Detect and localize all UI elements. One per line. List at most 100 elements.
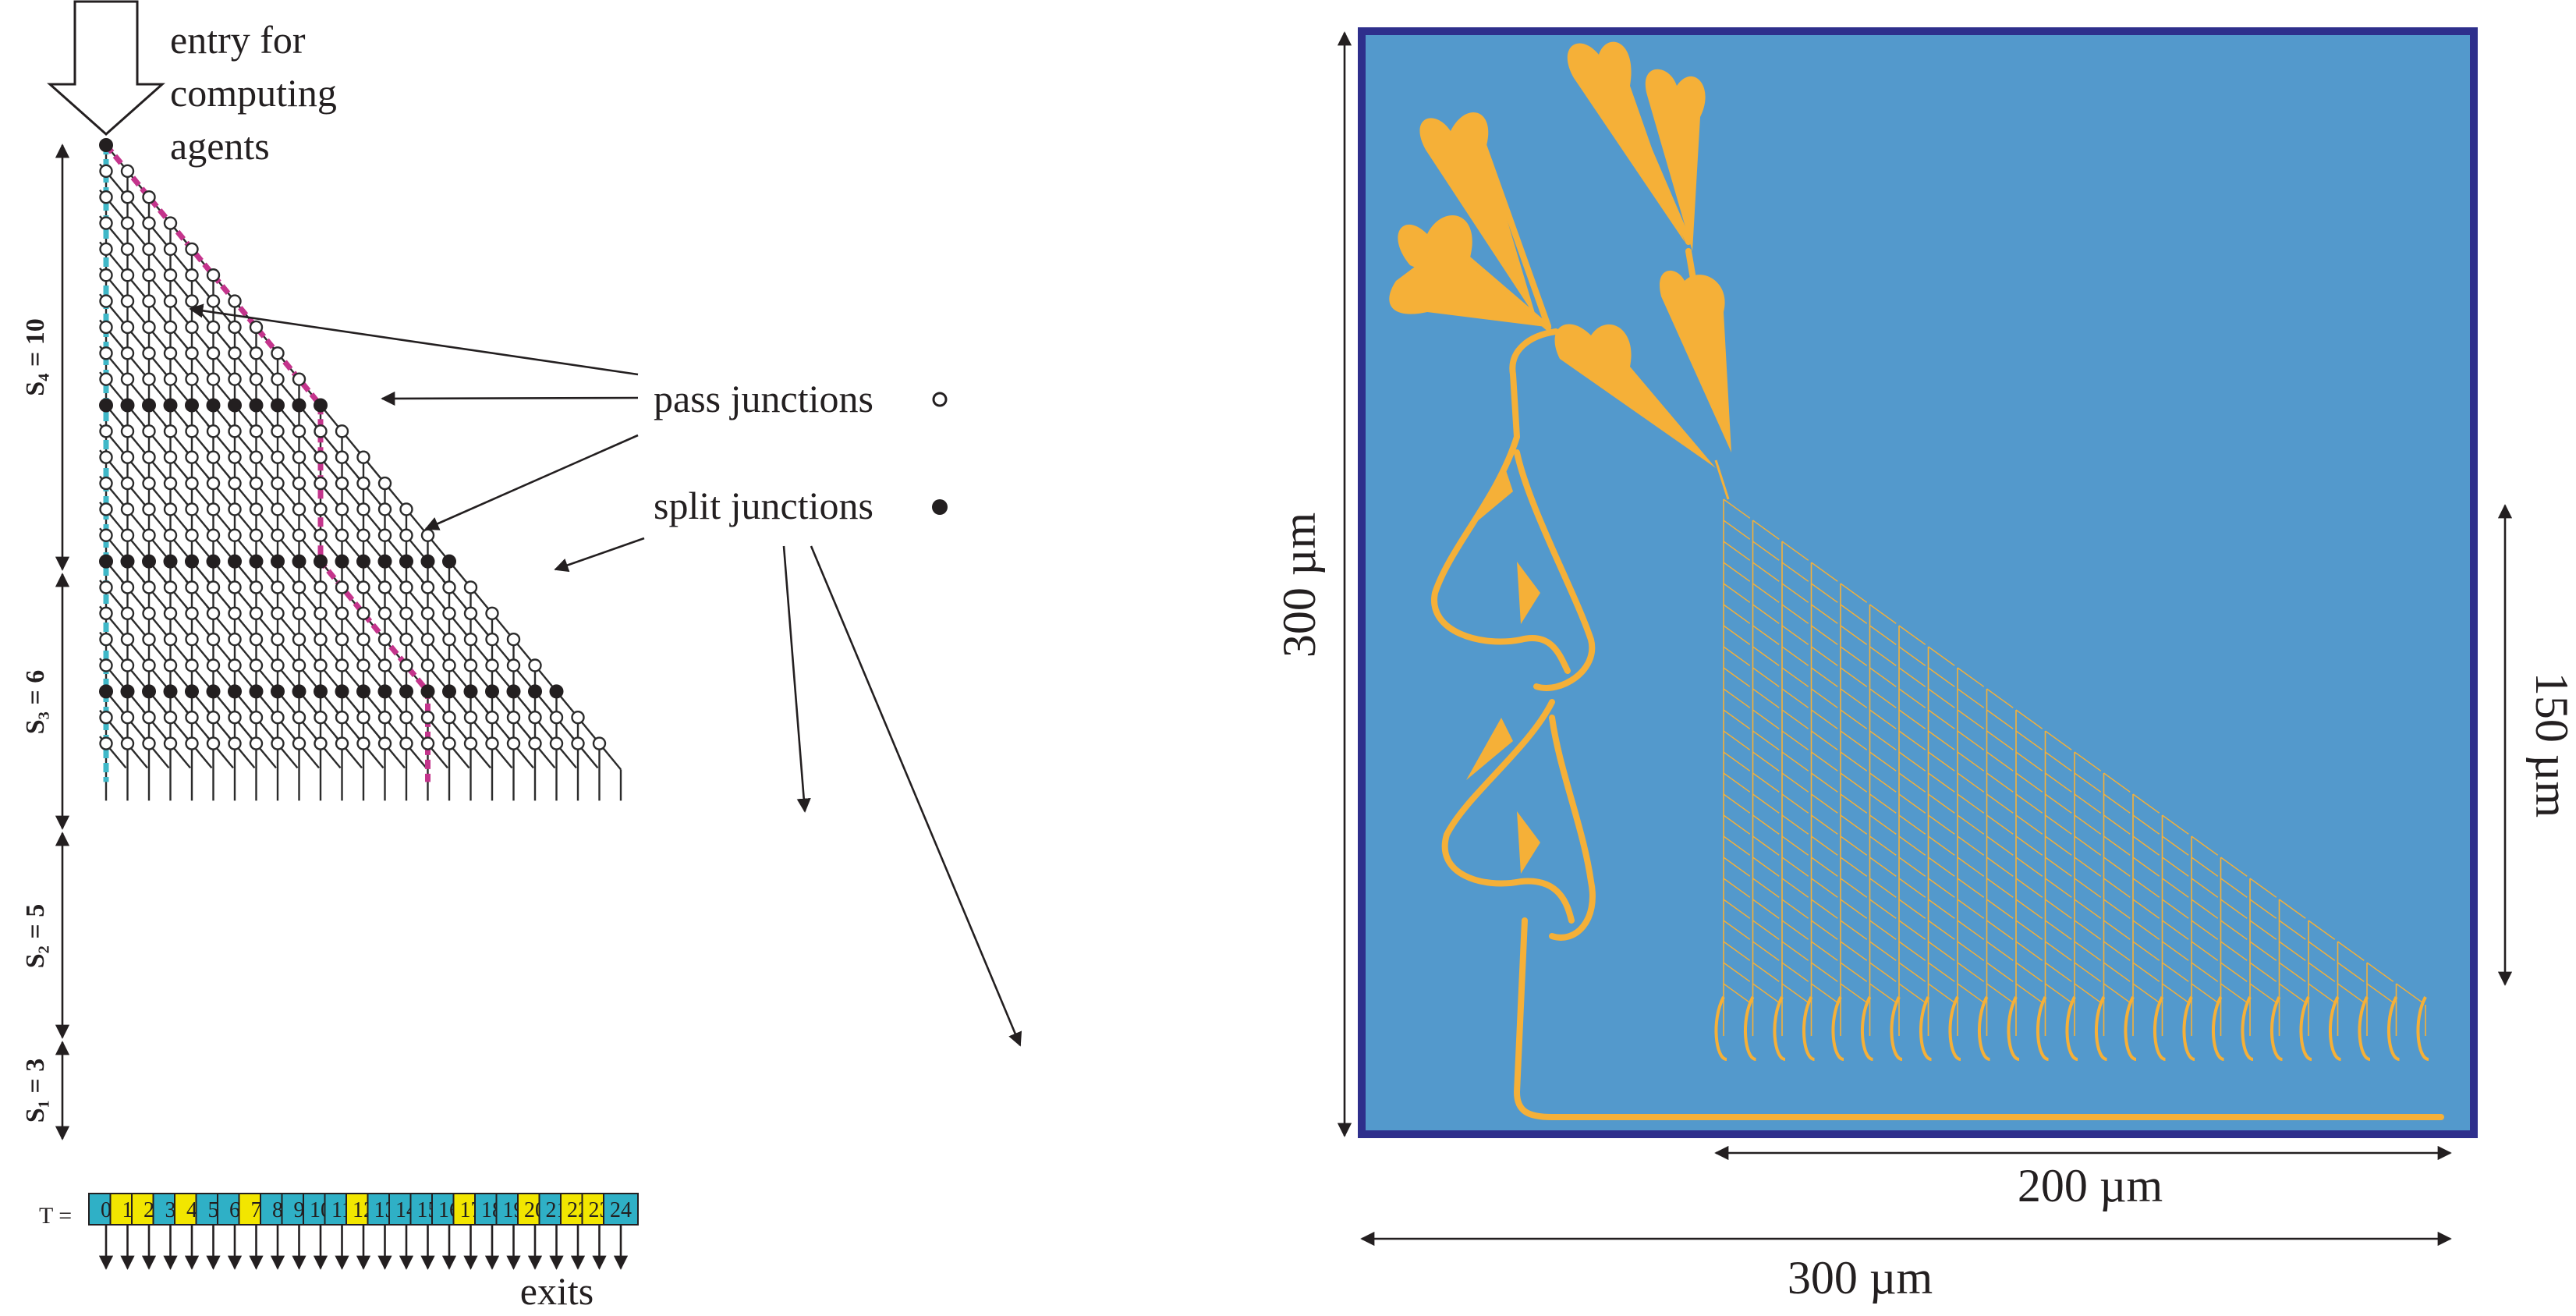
- chip-diagonal-channel: [1781, 541, 1809, 561]
- chip-diagonal-channel: [1781, 709, 1809, 729]
- chip-diagonal-channel: [2103, 983, 2131, 1003]
- pass-junction: [185, 450, 199, 464]
- pass-junction: [271, 658, 285, 672]
- chip-diagonal-channel: [2045, 962, 2072, 982]
- pass-junction: [120, 476, 135, 491]
- pass-junction: [314, 502, 328, 516]
- chip-diagonal-channel: [2220, 857, 2248, 877]
- pass-junction: [377, 528, 392, 542]
- pass-junction: [249, 320, 264, 335]
- pass-junction: [314, 450, 328, 464]
- chip-diagonal-channel: [2191, 835, 2219, 856]
- pass-junction: [163, 268, 178, 282]
- pass-junction: [271, 711, 285, 725]
- chip-diagonal-channel: [2103, 857, 2131, 877]
- pass-junction: [442, 580, 456, 594]
- chip-diagonal-channel: [1781, 941, 1809, 961]
- split-junction: [163, 554, 178, 569]
- split-junction-legend-icon: [932, 499, 948, 515]
- chip-diagonal-channel: [1957, 688, 1985, 708]
- chip-diagonal-channel: [2220, 899, 2248, 919]
- pass-junction: [99, 736, 113, 750]
- chip-diagonal-channel: [2279, 962, 2306, 982]
- chip-diagonal-channel: [1811, 667, 1838, 687]
- pass-junction: [228, 580, 242, 594]
- pass-junction: [249, 580, 264, 594]
- pass-junction: [314, 580, 328, 594]
- pass-junction: [206, 424, 221, 438]
- chip-exit-loop: [1919, 996, 1933, 1061]
- chip-diagonal-channel: [1723, 709, 1751, 729]
- pass-junction: [271, 450, 285, 464]
- pass-junction: [206, 606, 221, 620]
- split-junction: [185, 684, 199, 699]
- chip-diagonal-channel: [2396, 983, 2423, 1003]
- chip-diagonal-channel: [2191, 920, 2219, 940]
- chip-diagonal-channel: [2162, 941, 2189, 961]
- pass-junction: [185, 736, 199, 750]
- pass-junction: [335, 632, 349, 647]
- pass-junction: [356, 632, 370, 647]
- pass-junction: [99, 320, 113, 335]
- pass-junction: [142, 372, 156, 386]
- pass-junction: [99, 268, 113, 282]
- chip-diagonal-channel: [1781, 625, 1809, 645]
- chip-diagonal-channel: [2074, 941, 2102, 961]
- chip-diagonal-channel: [1898, 793, 1926, 814]
- split-junction: [228, 684, 242, 699]
- chip-exit-loop: [2065, 996, 2078, 1061]
- chip-diagonal-channel: [1840, 709, 1868, 729]
- chip-exit-loop: [1773, 996, 1786, 1061]
- chip-diagonal-channel: [2162, 962, 2189, 982]
- chip-diagonal-channel: [2366, 983, 2394, 1003]
- entry-label-line2: computing: [170, 71, 337, 115]
- chip-diagonal-channel: [1957, 899, 1985, 919]
- pass-junction: [99, 632, 113, 647]
- pass-junction: [356, 476, 370, 491]
- pass-junction: [228, 294, 242, 308]
- pass-junction: [228, 606, 242, 620]
- chip-diagonal-channel: [1811, 941, 1838, 961]
- chip-diagonal-channel: [1752, 541, 1780, 561]
- chip-diagonal-channel: [1928, 730, 1955, 750]
- pass-junction: [420, 658, 435, 672]
- chip-diagonal-channel: [1811, 920, 1838, 940]
- chip-diagonal-channel: [2191, 941, 2219, 961]
- chip-layout: 300 µm 150 µm 200 µm 300 µm: [1274, 27, 2576, 1304]
- funnel-lobe-1: [1419, 112, 1536, 318]
- pass-junction: [399, 711, 413, 725]
- pass-junction: [142, 424, 156, 438]
- pass-junction: [163, 658, 178, 672]
- pass-junction: [185, 580, 199, 594]
- chip-diagonal-channel: [1869, 688, 1897, 708]
- chip-diagonal-channel: [1840, 688, 1868, 708]
- chip-diagonal-channel: [2337, 983, 2365, 1003]
- pass-junction: [292, 528, 306, 542]
- chip-diagonal-channel: [1723, 962, 1751, 982]
- chip-diagonal-channel: [1957, 878, 1985, 898]
- chip-diagonal-channel: [2015, 983, 2043, 1003]
- chip-diagonal-channel: [2162, 814, 2189, 835]
- pass-junction: [142, 450, 156, 464]
- split-junction: [206, 684, 221, 699]
- pass-junction: [185, 528, 199, 542]
- chip-diagonal-channel: [1723, 688, 1751, 708]
- chip-diagonal-channel: [1928, 751, 1955, 772]
- chip-diagonal-channel: [2015, 920, 2043, 940]
- chip-diagonal-channel: [1840, 646, 1868, 666]
- chip-diagonal-channel: [1957, 667, 1985, 687]
- pass-junction: [377, 711, 392, 725]
- pass-junction: [206, 632, 221, 647]
- pass-junction: [292, 502, 306, 516]
- pass-junction: [99, 372, 113, 386]
- chip-exit-loop: [1977, 996, 1991, 1061]
- pass-junction: [506, 658, 521, 672]
- chip-diagonal-channel: [1723, 814, 1751, 835]
- chip-diagonal-channel: [1869, 814, 1897, 835]
- chip-diagonal-channel: [1840, 793, 1868, 814]
- chip-diagonal-channel: [1752, 857, 1780, 877]
- pass-junction: [120, 450, 135, 464]
- chip-diagonal-channel: [2045, 793, 2072, 814]
- pass-junction: [99, 528, 113, 542]
- pass-junction: [292, 606, 306, 620]
